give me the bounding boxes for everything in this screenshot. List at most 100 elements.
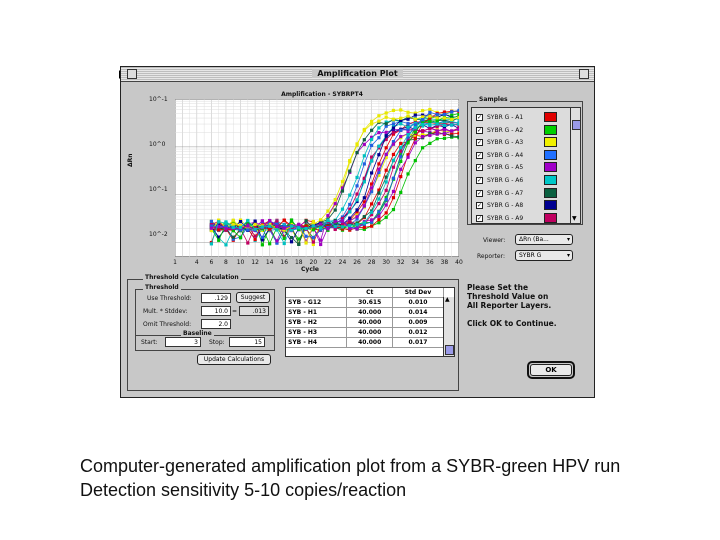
ct-table-scrollbar[interactable]: ▲	[443, 297, 454, 356]
data-point	[246, 228, 250, 232]
amplification-chart[interactable]	[175, 99, 459, 257]
sample-checkbox[interactable]: ✓	[476, 177, 483, 184]
viewer-select[interactable]: ΔRn (Ba... ▾	[515, 234, 573, 245]
table-row[interactable]: SYB - H3 40.000 0.012	[286, 327, 445, 338]
table-row[interactable]: SYB - H4 40.000 0.017	[286, 337, 445, 348]
x-tick-label: 18	[294, 259, 303, 266]
sample-row[interactable]: ✓ SYBR G - A6	[474, 175, 570, 186]
baseline-start-input[interactable]: 3	[165, 337, 201, 347]
data-point	[413, 126, 417, 130]
sample-label: SYBR G - A9	[487, 214, 524, 222]
sample-color-swatch[interactable]	[544, 175, 557, 185]
omit-threshold-input[interactable]: 2.0	[201, 319, 231, 329]
data-point	[362, 128, 366, 133]
sample-color-swatch[interactable]	[544, 162, 557, 173]
sample-color-swatch[interactable]	[544, 112, 557, 122]
data-point	[355, 215, 359, 219]
sample-checkbox[interactable]: ✓	[476, 189, 483, 197]
data-point	[362, 204, 366, 208]
table-row[interactable]: SYB - G12 30.615 0.010	[286, 297, 445, 308]
sample-row[interactable]: ✓ SYBR G - A3	[474, 137, 570, 148]
suggest-button[interactable]: Suggest	[236, 292, 270, 303]
scroll-down-arrow-icon[interactable]: ▼	[572, 215, 577, 222]
sample-checkbox[interactable]: ✓	[476, 151, 483, 159]
sample-row[interactable]: ✓ SYBR G - A2	[474, 124, 570, 136]
data-point	[370, 190, 374, 194]
data-point	[355, 213, 359, 217]
sample-checkbox[interactable]: ✓	[476, 202, 483, 210]
threshold-label: Threshold	[143, 284, 181, 291]
data-point	[413, 158, 417, 163]
data-point	[391, 126, 396, 130]
sample-label: SYBR G - A6	[487, 177, 524, 184]
data-point	[209, 226, 214, 230]
sample-color-swatch[interactable]	[544, 187, 557, 198]
data-point	[362, 142, 366, 146]
data-point	[435, 129, 439, 133]
data-point	[370, 210, 374, 214]
data-point	[384, 188, 388, 192]
data-point	[377, 214, 381, 218]
sample-label: SYBR G - A7	[487, 189, 524, 197]
data-point	[297, 222, 301, 226]
sample-color-swatch[interactable]	[544, 200, 557, 211]
data-point	[413, 130, 417, 134]
sample-color-swatch[interactable]	[544, 137, 557, 148]
data-point	[319, 238, 323, 242]
update-calculations-button[interactable]: Update Calculations	[197, 354, 271, 365]
zoom-box-icon[interactable]	[579, 69, 589, 79]
data-point	[340, 186, 345, 190]
ok-button-ring: OK	[527, 361, 575, 379]
data-point	[268, 224, 272, 228]
samples-scrollbar[interactable]: ▼	[570, 107, 581, 224]
ok-button[interactable]: OK	[530, 364, 572, 376]
data-point	[217, 220, 221, 224]
data-point	[311, 224, 315, 228]
use-threshold-input[interactable]: .129	[201, 293, 231, 303]
data-point	[304, 239, 308, 243]
table-row[interactable]: SYB - H2 40.000 0.009	[286, 317, 445, 328]
close-box-icon[interactable]	[127, 69, 137, 79]
sample-checkbox[interactable]: ✓	[476, 126, 483, 134]
data-point	[326, 218, 330, 223]
data-point	[275, 220, 279, 224]
data-point	[428, 116, 432, 120]
chevron-down-icon: ▾	[566, 236, 570, 243]
reporter-select[interactable]: SYBR G ▾	[515, 250, 573, 261]
sample-row[interactable]: ✓ SYBR G - A7	[474, 187, 570, 199]
scroll-up-arrow-icon[interactable]: ▲	[445, 296, 450, 303]
sample-checkbox[interactable]: ✓	[476, 114, 483, 121]
sample-row[interactable]: ✓ SYBR G - A4	[474, 149, 570, 161]
baseline-stop-input[interactable]: 15	[229, 337, 265, 347]
data-point	[355, 210, 359, 214]
equals-sign: =	[232, 308, 238, 315]
data-point	[275, 228, 279, 232]
scroll-thumb[interactable]	[445, 345, 454, 355]
sample-checkbox[interactable]: ✓	[476, 214, 483, 222]
threshold-calc-group	[127, 279, 459, 391]
sample-checkbox[interactable]: ✓	[476, 139, 483, 147]
sample-row[interactable]: ✓ SYBR G - A9	[474, 212, 570, 224]
data-point	[442, 118, 447, 122]
samples-list[interactable]: ✓ SYBR G - A1 ✓ SYBR G - A2 ✓ SYBR G - A3 ✓ SYB…	[471, 107, 571, 224]
data-point	[384, 115, 388, 119]
sample-row[interactable]: ✓ SYBR G - A1	[474, 112, 570, 123]
data-point	[413, 111, 417, 115]
data-point	[457, 111, 459, 116]
data-point	[340, 207, 345, 211]
sample-checkbox[interactable]: ✓	[476, 164, 483, 172]
sample-label: SYBR G - A5	[487, 164, 524, 172]
sample-row[interactable]: ✓ SYBR G - A8	[474, 200, 570, 211]
data-point	[384, 111, 388, 115]
scroll-thumb[interactable]	[572, 120, 581, 130]
table-row[interactable]: SYB - H1 40.000 0.014	[286, 307, 445, 318]
sample-row[interactable]: ✓ SYBR G - A5	[474, 162, 570, 173]
sample-color-swatch[interactable]	[544, 149, 557, 160]
sample-color-swatch[interactable]	[544, 212, 557, 223]
data-point	[384, 155, 388, 160]
mult-stddev-input[interactable]: 10.0	[201, 306, 231, 316]
data-point	[224, 227, 228, 231]
sample-color-swatch[interactable]	[544, 124, 557, 135]
data-point	[413, 136, 417, 141]
data-point	[377, 144, 381, 148]
